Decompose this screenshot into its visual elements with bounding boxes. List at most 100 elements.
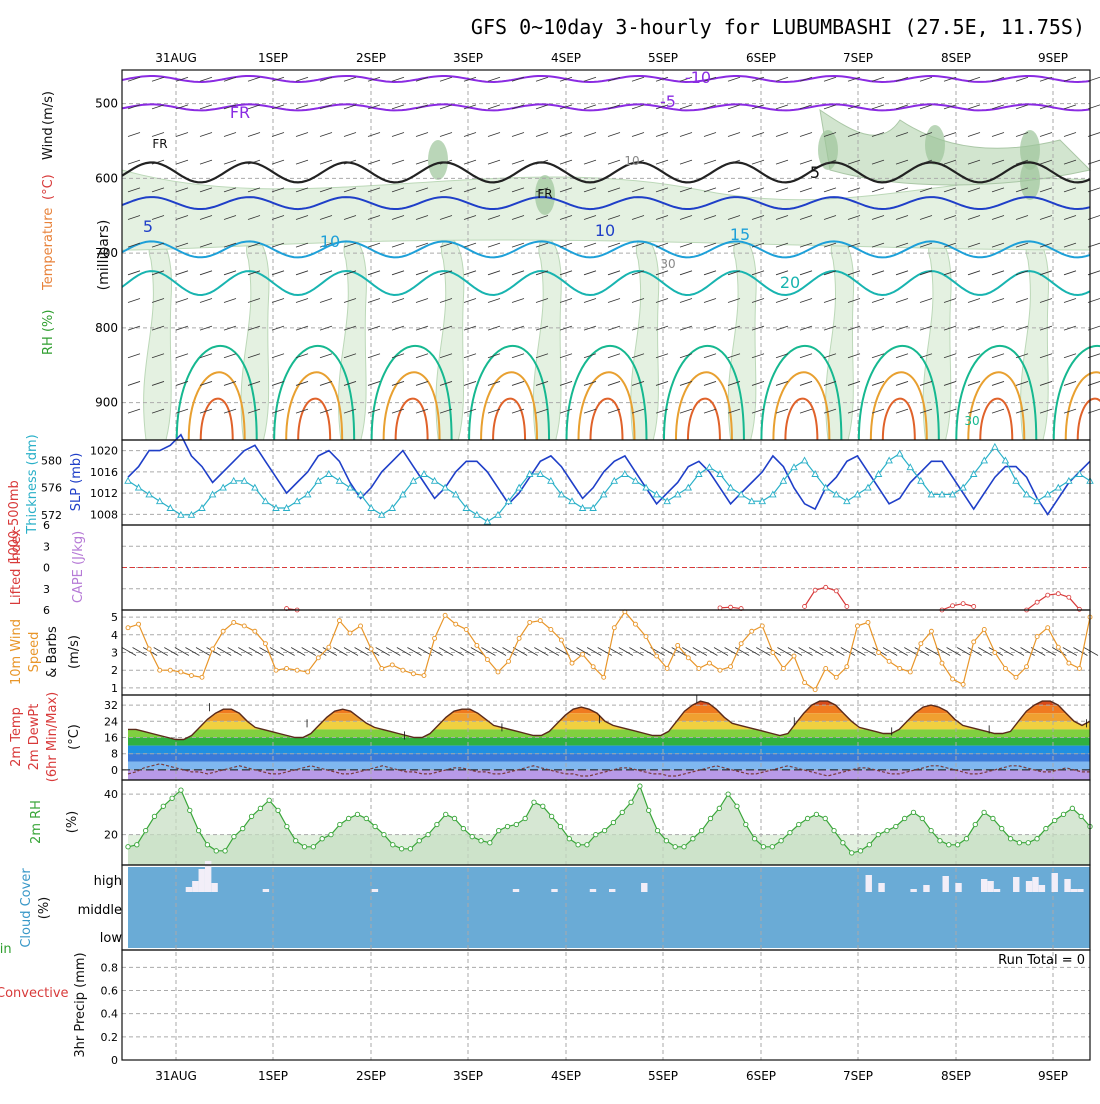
rh-marker (646, 807, 652, 814)
wind-barb (703, 159, 717, 165)
wind-barb (247, 132, 261, 137)
wind-barb (271, 242, 285, 248)
thickness-marker (377, 510, 386, 518)
wind-barb (439, 353, 453, 359)
thickness-marker (938, 490, 946, 498)
contour-20-arch (273, 344, 356, 441)
wind-barb (487, 132, 501, 137)
wind-barb (895, 325, 909, 331)
pressure-tick-label: 600 (95, 171, 118, 185)
wind10-barb (660, 647, 676, 656)
cloud-level-label: high (94, 874, 122, 889)
wind10-marker (252, 628, 258, 634)
wind10-barb (227, 647, 242, 656)
slp-ylabel: 1000-500mb Thickness (dm) (7, 434, 40, 563)
wind10-barb (280, 647, 295, 656)
wind-barb (919, 242, 933, 248)
contour-30-arch (589, 397, 624, 441)
thickness-marker (1001, 456, 1010, 464)
wind-barb (703, 187, 717, 193)
thickness-marker (187, 510, 196, 518)
wind10-barb (248, 647, 264, 656)
wind-barb (607, 381, 621, 386)
wind-barb (967, 187, 981, 193)
cloud-high-bar (609, 889, 616, 892)
thickness-marker (409, 476, 418, 484)
wind-barb (823, 381, 837, 386)
wind-barb (1015, 215, 1029, 220)
wind-barb (943, 325, 957, 331)
wind-barb (559, 325, 573, 331)
cloud-high-bar (641, 883, 648, 892)
contour-5 (121, 196, 1091, 211)
rh-ylabel: 2m RH (%) (29, 800, 80, 844)
rh-marker (213, 848, 219, 854)
thickness-marker (864, 483, 872, 491)
thickness-marker (462, 504, 471, 511)
thickness-marker (272, 504, 280, 511)
wind-barb (1063, 187, 1077, 193)
wind-barb (343, 325, 357, 331)
wind-barb (439, 215, 453, 220)
wind-barb (343, 242, 357, 248)
wind10-marker (284, 665, 290, 671)
wind-barb (679, 104, 693, 110)
wind10-barb (586, 647, 602, 656)
thickness-marker (885, 456, 893, 464)
wind-barb (871, 353, 885, 359)
rh-marker (707, 815, 714, 822)
wind-barb (967, 132, 981, 137)
wind-barb (967, 325, 981, 331)
top-date-label: 7SEP (843, 51, 873, 65)
wind-barb (367, 215, 381, 220)
wind-barb (799, 104, 813, 110)
wind-barb (367, 353, 381, 359)
wind-barb (535, 104, 549, 110)
wind-barb (511, 325, 525, 331)
wind-barb (559, 76, 573, 82)
thickness-marker (1033, 497, 1041, 505)
wind10-marker (146, 646, 152, 652)
rh-marker (328, 831, 334, 838)
wind-barb (415, 104, 429, 110)
lifted-index-marker (802, 604, 807, 609)
thickness-marker (356, 490, 365, 498)
contour-label: 10 (595, 221, 615, 240)
contour-30-arch (1076, 397, 1100, 441)
rh-marker (363, 815, 369, 822)
wind-barb (439, 104, 453, 110)
wind-barb (247, 298, 261, 303)
contour-20-arch (468, 344, 551, 441)
rh-marker (857, 848, 864, 854)
wind10-marker (992, 650, 998, 655)
wind-barb (1039, 298, 1053, 303)
wind-barb (535, 187, 549, 193)
wind-barb (895, 381, 909, 386)
wind-barb (223, 325, 237, 331)
rh-marker (231, 834, 237, 840)
wind10-marker (728, 664, 734, 670)
wind-barb (559, 215, 573, 220)
wind-barb (511, 159, 525, 165)
wind10-marker (1013, 674, 1019, 680)
wind-barb (487, 353, 501, 359)
wind-barb (1039, 270, 1053, 276)
lifted-index-marker (833, 588, 839, 594)
wind-tick-label: 5 (111, 611, 118, 624)
wind-barb (799, 159, 813, 165)
lifted-index-marker (812, 587, 818, 593)
wind-barb (943, 242, 957, 248)
wind-barb (607, 408, 621, 414)
wind-barb (991, 242, 1005, 248)
contour-label: -10 (685, 68, 711, 87)
wind-barb (631, 159, 645, 165)
wind-barb (895, 242, 909, 248)
wind-barb (871, 132, 885, 137)
wind10-marker (823, 665, 829, 671)
rh-tick-label: 40 (104, 788, 118, 801)
cloud-high-bar (980, 879, 988, 892)
wind-barb (247, 381, 261, 386)
wind-barb (847, 215, 861, 220)
wind10-marker (220, 628, 226, 634)
contour-25-arch (577, 371, 636, 441)
